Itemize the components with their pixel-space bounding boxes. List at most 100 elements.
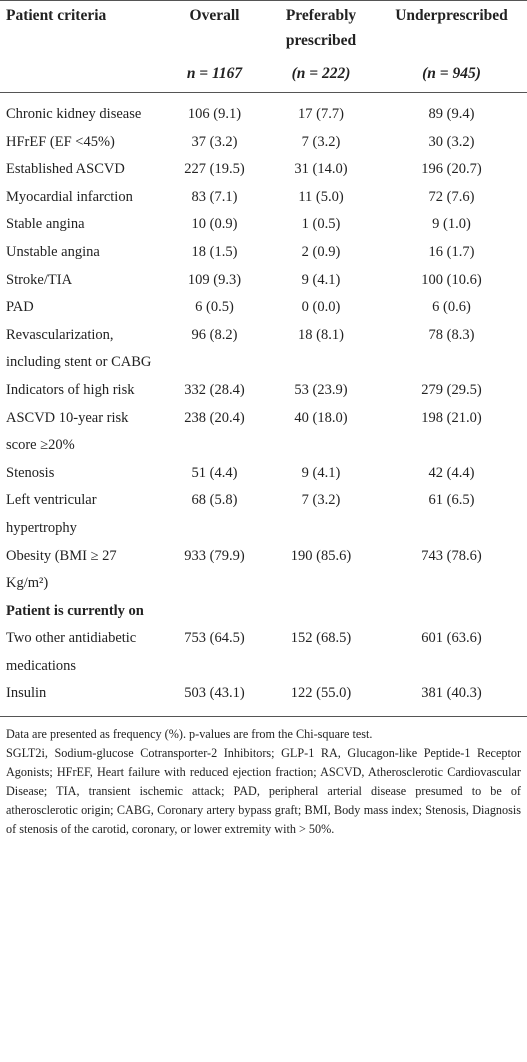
table-header: Patient criteria Overall Preferably prescr… [0,1,527,93]
cell-value: 753 (64.5) [184,630,245,647]
sample-size: (n = 222) [266,53,376,93]
row-label: Two other antidiabetic medications [6,630,137,674]
cell-value: 7 (3.2) [301,492,341,509]
empty-cell [163,598,266,626]
table-row: Revascularization, including stent or CA… [0,322,527,377]
cell-value: 42 (4.4) [428,464,475,481]
cell-value: 31 (14.0) [294,161,348,178]
cell-value: 72 (7.6) [428,188,475,205]
row-label: Stroke/TIA [6,271,73,288]
column-header: Overall [189,7,240,24]
cell-value: 6 (0.6) [432,299,471,316]
cell-value: 933 (79.9) [184,547,245,564]
subheader-row: n = 1167 (n = 222) (n = 945) [0,53,527,93]
cell-value: 53 (23.9) [294,381,348,398]
cell-value: 6 (0.5) [195,299,234,316]
cell-value: 227 (19.5) [184,161,245,178]
cell-value: 332 (28.4) [184,381,245,398]
table-row: HFrEF (EF <45%) 37 (3.2) 7 (3.2) 30 (3.2) [0,129,527,157]
footnotes: Data are presented as frequency (%). p-v… [0,717,527,839]
cell-value: 2 (0.9) [301,243,341,260]
subheader-cell [0,53,163,93]
row-label: Chronic kidney disease [6,106,142,122]
column-header: Patient criteria [6,7,107,24]
cell-value: 9 (4.1) [301,271,341,288]
cell-value: 37 (3.2) [191,133,238,150]
row-label: Indicators of high risk [6,381,135,398]
cell-value: 7 (3.2) [301,133,341,150]
cell-value: 198 (21.0) [421,409,482,426]
cell-value: 30 (3.2) [428,133,475,150]
cell-value: 89 (9.4) [428,106,475,122]
cell-value: 1 (0.5) [301,216,341,233]
cell-value: 152 (68.5) [290,630,352,647]
table-row: ASCVD 10-year risk score ≥20% 238 (20.4) 4… [0,405,527,460]
section-heading: Patient is currently on [6,602,144,619]
cell-value: 196 (20.7) [421,161,482,178]
cell-value: 9 (4.1) [301,464,341,481]
cell-value: 0 (0.0) [301,299,341,316]
cell-value: 238 (20.4) [184,409,245,426]
header-row: Patient criteria Overall Preferably prescr… [0,1,527,54]
row-label: Unstable angina [6,243,100,260]
cell-value: 106 (9.1) [187,106,242,122]
row-label: PAD [6,299,34,316]
table-row: Stenosis 51 (4.4) 9 (4.1) 42 (4.4) [0,460,527,488]
cell-value: 109 (9.3) [187,271,242,288]
cell-value: 190 (85.6) [290,547,352,564]
table-row: Patient is currently on [0,598,527,626]
column-header: Preferably prescribed [285,7,357,49]
cell-value: 16 (1.7) [428,243,475,260]
row-label: Revascularization, including stent or CA… [6,326,152,371]
table-row: Two other antidiabetic medications 753 (6… [0,625,527,680]
table-row: Established ASCVD 227 (19.5) 31 (14.0) 196 … [0,156,527,184]
cell-value: 18 (1.5) [191,243,238,260]
table-row: Chronic kidney disease 106 (9.1) 17 (7.7) 8… [0,93,527,129]
cell-value: 83 (7.1) [191,188,238,205]
cell-value: 279 (29.5) [421,381,482,398]
empty-cell [266,598,376,626]
data-table: Patient criteria Overall Preferably prescr… [0,0,527,718]
table-row: Unstable angina 18 (1.5) 2 (0.9) 16 (1.7) [0,239,527,267]
cell-value: 18 (8.1) [298,326,344,343]
cell-value: 743 (78.6) [421,547,482,564]
cell-value: 96 (8.2) [191,326,238,343]
cell-value: 503 (43.1) [184,685,245,702]
row-label: Obesity (BMI ≥ 27 Kg/m²) [6,547,117,592]
column-header: Underprescribed [395,7,508,24]
table-body: Chronic kidney disease 106 (9.1) 17 (7.7) 8… [0,93,527,717]
cell-value: 9 (1.0) [432,216,471,233]
table-row: Left ventricular hypertrophy 68 (5.8) 7 (3… [0,487,527,542]
footnote: Data are presented as frequency (%). p-v… [6,727,373,742]
cell-value: 68 (5.8) [191,492,238,509]
cell-value: 78 (8.3) [428,326,475,343]
row-label: Established ASCVD [6,161,125,178]
table-row: Stroke/TIA 109 (9.3) 9 (4.1) 100 (10.6) [0,267,527,295]
cell-value: 601 (63.6) [421,630,482,647]
row-label: HFrEF (EF <45%) [6,133,115,150]
row-label: Stenosis [6,464,55,481]
table-row: Indicators of high risk 332 (28.4) 53 (23.… [0,377,527,405]
row-label: Myocardial infarction [6,188,133,205]
cell-value: 11 (5.0) [298,188,344,205]
row-label: Insulin [6,685,47,702]
cell-value: 17 (7.7) [298,106,344,122]
table-row: Obesity (BMI ≥ 27 Kg/m²) 933 (79.9) 190 (8… [0,543,527,598]
empty-cell [376,598,527,626]
row-label: Stable angina [6,216,85,233]
cell-value: 100 (10.6) [421,271,482,288]
table-row: Stable angina 10 (0.9) 1 (0.5) 9 (1.0) [0,211,527,239]
row-label: Left ventricular hypertrophy [6,492,97,536]
table-row: PAD 6 (0.5) 0 (0.0) 6 (0.6) [0,294,527,322]
cell-value: 381 (40.3) [421,685,482,702]
footnote: SGLT2i, Sodium-glucose Cotransporter-2 I… [6,746,521,837]
cell-value: 10 (0.9) [191,216,238,233]
cell-value: 51 (4.4) [191,464,238,481]
cell-value: 40 (18.0) [294,409,348,426]
table-row: Myocardial infarction 83 (7.1) 11 (5.0) 72 … [0,184,527,212]
table-row: Insulin 503 (43.1) 122 (55.0) 381 (40.3) [0,680,527,716]
row-label: ASCVD 10-year risk score ≥20% [6,409,129,454]
sample-size: n = 1167 [163,53,266,93]
sample-size: (n = 945) [376,53,527,93]
